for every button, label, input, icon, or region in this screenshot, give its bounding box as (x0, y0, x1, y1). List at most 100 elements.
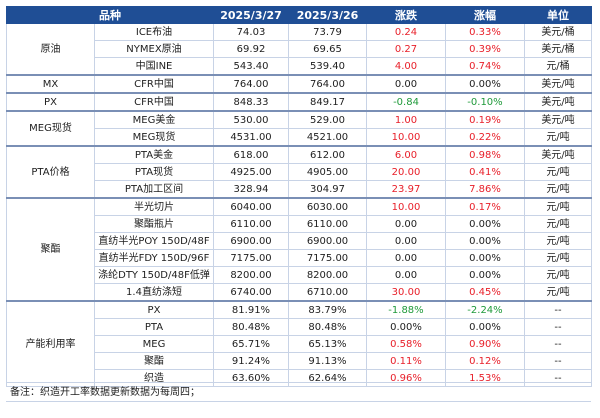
table-row: 聚酯 半光切片 6040.00 6030.00 10.00 0.17% 元/吨 (6, 197, 592, 302)
item-name-cell: PTA美金 (94, 145, 214, 164)
value-date-1-cell: 6040.00 (213, 197, 289, 216)
item-name-cell: PTA加工区间 (94, 180, 214, 199)
item-name-cell: MEG现货 (94, 128, 214, 147)
category-cell: 聚酯 (6, 197, 95, 302)
header-date-2: 2025/3/26 (288, 6, 367, 24)
change-pct-cell: 0.98% (445, 145, 525, 164)
item-name-cell: NYMEX原油 (94, 40, 214, 58)
item-name-cell: PTA (94, 318, 214, 336)
value-date-1-cell: 80.48% (213, 318, 289, 336)
category-cell: PTA价格 (6, 145, 95, 199)
change-cell: 0.58% (366, 335, 446, 353)
change-pct-cell: 0.22% (445, 128, 525, 147)
value-date-1-cell: 74.03 (213, 23, 289, 41)
value-date-2-cell: 8200.00 (288, 266, 367, 284)
value-date-1-cell: 328.94 (213, 180, 289, 199)
change-pct-cell: 7.86% (445, 180, 525, 199)
change-pct-cell: 0.90% (445, 335, 525, 353)
change-cell: 1.00 (366, 110, 446, 129)
change-cell: 0.00% (366, 318, 446, 336)
value-date-2-cell: 73.79 (288, 23, 367, 41)
change-pct-cell: 0.00% (445, 249, 525, 267)
value-date-2-cell: 764.00 (288, 74, 367, 94)
value-date-1-cell: 4925.00 (213, 163, 289, 181)
change-pct-cell: 0.19% (445, 110, 525, 129)
value-date-1-cell: 8200.00 (213, 266, 289, 284)
item-name-cell: 涤纶DTY 150D/48F低弹 (94, 266, 214, 284)
unit-cell: -- (524, 335, 592, 353)
value-date-2-cell: 539.40 (288, 57, 367, 76)
value-date-2-cell: 6900.00 (288, 232, 367, 250)
item-name-cell: 直纺半光FDY 150D/96F (94, 249, 214, 267)
change-pct-cell: 0.12% (445, 352, 525, 370)
item-name-cell: CFR中国 (94, 92, 214, 112)
table-row: MX CFR中国 764.00 764.00 0.00 0.00% 美元/吨 (6, 74, 592, 94)
value-date-2-cell: 91.13% (288, 352, 367, 370)
value-date-2-cell: 304.97 (288, 180, 367, 199)
unit-cell: 美元/桶 (524, 40, 592, 58)
value-date-1-cell: 6900.00 (213, 232, 289, 250)
table-row: PTA现货 4925.00 4905.00 20.00 0.41% 元/吨 (7, 163, 592, 181)
table-row: NYMEX原油 69.92 69.65 0.27 0.39% 美元/桶 (7, 40, 592, 58)
value-date-2-cell: 529.00 (288, 110, 367, 129)
unit-cell: 元/吨 (524, 128, 592, 147)
value-date-2-cell: 83.79% (288, 300, 367, 319)
item-name-cell: ICE布油 (94, 23, 214, 41)
item-name-cell: 聚酯瓶片 (94, 215, 214, 233)
value-date-1-cell: 6110.00 (213, 215, 289, 233)
category-cell: MEG现货 (6, 110, 95, 147)
value-date-1-cell: 69.92 (213, 40, 289, 58)
value-date-2-cell: 7175.00 (288, 249, 367, 267)
change-pct-cell: -0.10% (445, 92, 525, 112)
table-row: PX CFR中国 848.33 849.17 -0.84 -0.10% 美元/吨 (6, 92, 592, 112)
item-name-cell: 1.4直纺涤短 (94, 283, 214, 302)
header-change: 涨跌 (366, 6, 446, 24)
change-cell: 0.27 (366, 40, 446, 58)
change-pct-cell: 0.00% (445, 232, 525, 250)
change-cell: 6.00 (366, 145, 446, 164)
change-cell: 0.00 (366, 249, 446, 267)
category-cell: MX (6, 74, 95, 94)
category-cell: 产能利用率 (6, 300, 95, 387)
unit-cell: 元/吨 (524, 215, 592, 233)
unit-cell: 元/吨 (524, 283, 592, 302)
item-name-cell: MEG美金 (94, 110, 214, 129)
category-cell: 原油 (6, 23, 95, 76)
table-row: PTA加工区间 328.94 304.97 23.97 7.86% 元/吨 (7, 180, 592, 199)
table-row: MEG 65.71% 65.13% 0.58% 0.90% -- (7, 335, 592, 353)
value-date-1-cell: 65.71% (213, 335, 289, 353)
item-name-cell: 中国INE (94, 57, 214, 76)
change-pct-cell: 0.74% (445, 57, 525, 76)
table-row: 中国INE 543.40 539.40 4.00 0.74% 元/桶 (7, 57, 592, 76)
unit-cell: 元/吨 (524, 249, 592, 267)
header-date-1: 2025/3/27 (213, 6, 289, 24)
unit-cell: -- (524, 318, 592, 336)
unit-cell: 元/吨 (524, 266, 592, 284)
category-cell: PX (6, 92, 95, 112)
change-cell: -0.84 (366, 92, 446, 112)
value-date-1-cell: 4531.00 (213, 128, 289, 147)
value-date-1-cell: 530.00 (213, 110, 289, 129)
unit-cell: 美元/吨 (524, 74, 592, 94)
value-date-1-cell: 7175.00 (213, 249, 289, 267)
table-row: PTA 80.48% 80.48% 0.00% 0.00% -- (7, 318, 592, 336)
change-cell: 0.00 (366, 232, 446, 250)
value-date-1-cell: 618.00 (213, 145, 289, 164)
change-cell: 0.11% (366, 352, 446, 370)
unit-cell: -- (524, 352, 592, 370)
change-pct-cell: 0.00% (445, 215, 525, 233)
change-cell: 0.24 (366, 23, 446, 41)
change-cell: 23.97 (366, 180, 446, 199)
table-row: 原油 ICE布油 74.03 73.79 0.24 0.33% 美元/桶 (6, 23, 592, 76)
change-pct-cell: 0.41% (445, 163, 525, 181)
change-cell: 0.00 (366, 215, 446, 233)
unit-cell: 元/吨 (524, 163, 592, 181)
change-cell: 10.00 (366, 128, 446, 147)
table-row: 直纺半光POY 150D/48F 6900.00 6900.00 0.00 0.00% 元… (7, 232, 592, 250)
item-name-cell: MEG (94, 335, 214, 353)
item-name-cell: PX (94, 300, 214, 319)
value-date-2-cell: 6030.00 (288, 197, 367, 216)
item-name-cell: 半光切片 (94, 197, 214, 216)
value-date-2-cell: 6710.00 (288, 283, 367, 302)
change-cell: 0.00 (366, 266, 446, 284)
